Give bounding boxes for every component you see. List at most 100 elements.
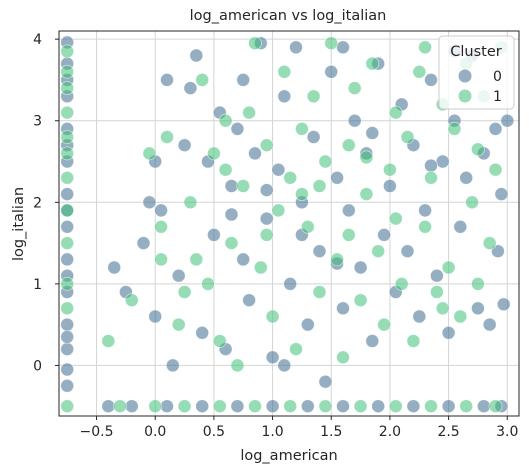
scatter-point-cluster-1 xyxy=(453,309,468,324)
scatter-point-cluster-1 xyxy=(353,399,368,414)
x-tick-label: 0.5 xyxy=(203,424,225,440)
scatter-point-cluster-1 xyxy=(341,138,356,153)
scatter-point-cluster-1 xyxy=(294,121,309,136)
y-tick-label: 4 xyxy=(33,32,42,48)
scatter-point-cluster-0 xyxy=(230,399,245,414)
scatter-point-cluster-0 xyxy=(224,179,239,193)
scatter-point-cluster-0 xyxy=(441,399,456,414)
x-tick-label: 1.0 xyxy=(261,424,283,440)
scatter-point-cluster-0 xyxy=(365,334,380,348)
scatter-point-cluster-1 xyxy=(459,399,474,414)
scatter-point-cluster-1 xyxy=(101,334,116,348)
scatter-point-cluster-1 xyxy=(482,236,497,251)
scatter-point-cluster-1 xyxy=(382,162,397,177)
scatter-point-cluster-0 xyxy=(195,399,210,414)
scatter-point-cluster-0 xyxy=(318,374,333,389)
scatter-point-cluster-1 xyxy=(283,170,298,185)
scatter-point-cluster-0 xyxy=(177,138,192,153)
legend-title: Cluster xyxy=(450,44,502,60)
scatter-point-cluster-1 xyxy=(400,130,415,144)
scatter-point-cluster-1 xyxy=(341,227,356,242)
scatter-point-cluster-1 xyxy=(189,252,204,267)
scatter-point-cluster-1 xyxy=(259,227,274,242)
scatter-point-cluster-1 xyxy=(441,260,456,275)
scatter-point-cluster-1 xyxy=(388,399,403,414)
scatter-point-cluster-1 xyxy=(183,195,198,210)
chart-title: log_american vs log_italian xyxy=(190,8,387,24)
scatter-point-cluster-0 xyxy=(136,236,151,251)
scatter-point-cluster-1 xyxy=(60,276,75,291)
scatter-point-cluster-0 xyxy=(189,48,204,63)
scatter-point-cluster-0 xyxy=(488,121,503,136)
scatter-point-cluster-0 xyxy=(259,183,274,198)
scatter-point-cluster-0 xyxy=(60,252,75,267)
scatter-point-cluster-0 xyxy=(312,244,327,259)
scatter-point-cluster-1 xyxy=(488,162,503,177)
scatter-point-cluster-1 xyxy=(465,195,480,210)
scatter-point-cluster-0 xyxy=(171,268,186,283)
scatter-point-cluster-0 xyxy=(160,73,174,87)
scatter-point-cluster-0 xyxy=(494,187,509,202)
scatter-point-cluster-0 xyxy=(424,73,438,87)
scatter-point-cluster-0 xyxy=(341,203,356,218)
scatter-point-cluster-1 xyxy=(277,64,292,79)
scatter-point-cluster-0 xyxy=(195,325,210,340)
scatter-point-cluster-1 xyxy=(177,399,192,414)
scatter-point-cluster-0 xyxy=(101,399,116,414)
scatter-point-cluster-1 xyxy=(224,236,239,251)
scatter-point-cluster-1 xyxy=(60,170,75,185)
scatter-point-cluster-1 xyxy=(177,285,192,299)
scatter-point-cluster-1 xyxy=(60,130,75,144)
x-tick-label: 2.0 xyxy=(379,424,401,440)
scatter-point-cluster-1 xyxy=(60,203,75,218)
scatter-point-cluster-0 xyxy=(154,203,169,218)
x-axis-label: log_american xyxy=(240,448,337,464)
scatter-point-cluster-1 xyxy=(388,105,403,120)
scatter-point-cluster-1 xyxy=(160,130,174,144)
scatter-point-cluster-0 xyxy=(60,219,75,234)
x-tick-label: −0.5 xyxy=(80,424,114,440)
scatter-point-cluster-0 xyxy=(265,399,280,414)
scatter-point-cluster-1 xyxy=(154,219,169,234)
scatter-point-cluster-1 xyxy=(412,64,427,79)
scatter-point-cluster-0 xyxy=(165,358,180,373)
scatter-point-cluster-0 xyxy=(300,317,315,332)
scatter-point-cluster-1 xyxy=(212,399,227,414)
scatter-point-cluster-1 xyxy=(424,170,438,185)
scatter-point-cluster-0 xyxy=(482,317,497,332)
scatter-point-cluster-1 xyxy=(265,309,280,324)
scatter-point-cluster-0 xyxy=(429,268,444,283)
scatter-point-cluster-0 xyxy=(336,399,350,414)
legend: Cluster 0 1 xyxy=(438,35,515,110)
scatter-point-cluster-1 xyxy=(470,142,485,157)
legend-label-cluster-1: 1 xyxy=(493,89,502,105)
scatter-point-cluster-0 xyxy=(406,399,421,414)
scatter-point-cluster-1 xyxy=(248,399,262,414)
scatter-point-cluster-1 xyxy=(359,150,374,165)
scatter-point-cluster-1 xyxy=(377,317,392,332)
scatter-point-cluster-1 xyxy=(60,44,75,59)
scatter-point-cluster-1 xyxy=(60,236,75,251)
y-axis-label: log_italian xyxy=(11,187,27,261)
y-tick-label: 1 xyxy=(33,277,42,293)
scatter-point-cluster-1 xyxy=(253,260,268,275)
scatter-point-cluster-1 xyxy=(318,399,333,414)
scatter-point-cluster-1 xyxy=(406,334,421,348)
scatter-point-cluster-0 xyxy=(206,227,221,242)
scatter-point-cluster-1 xyxy=(347,81,362,95)
scatter-point-cluster-1 xyxy=(394,276,409,291)
scatter-point-cluster-0 xyxy=(60,317,75,332)
scatter-point-cluster-0 xyxy=(441,325,456,340)
scatter-point-cluster-0 xyxy=(412,309,427,324)
scatter-point-cluster-1 xyxy=(259,138,274,153)
scatter-point-cluster-0 xyxy=(236,252,251,267)
scatter-point-cluster-1 xyxy=(60,64,75,79)
scatter-point-cluster-1 xyxy=(429,285,444,299)
scatter-point-cluster-1 xyxy=(218,162,233,177)
scatter-point-cluster-1 xyxy=(365,56,380,71)
scatter-point-cluster-0 xyxy=(382,179,397,193)
scatter-point-cluster-0 xyxy=(142,195,157,210)
scatter-point-cluster-0 xyxy=(60,329,75,344)
scatter-point-cluster-1 xyxy=(154,252,169,267)
